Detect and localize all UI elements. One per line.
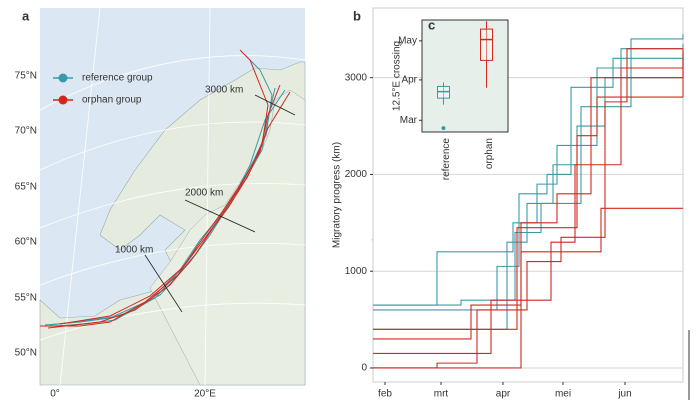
- panel-label: c: [428, 17, 435, 32]
- lon-label: 0°: [50, 389, 60, 400]
- x-tick-label: mrt: [434, 389, 449, 400]
- lat-label: 60°N: [15, 237, 37, 248]
- y-tick-label: Apr: [401, 75, 417, 86]
- inset-area: [421, 19, 509, 133]
- y-tick-label: 0: [361, 363, 367, 374]
- lat-label: 55°N: [15, 293, 37, 304]
- x-tick-label: reference: [441, 138, 452, 181]
- x-tick-label: apr: [496, 389, 511, 400]
- outlier: [441, 126, 446, 131]
- map: [39, 7, 306, 386]
- progress-line: [373, 48, 684, 311]
- distance-ticks: [144, 94, 296, 313]
- progress-line: [373, 34, 684, 306]
- y-axis-label: Migratory progress (km): [332, 142, 343, 248]
- y-tick-label: May: [398, 35, 417, 46]
- distance-label: 2000 km: [185, 188, 223, 199]
- lat-label: 65°N: [15, 182, 37, 193]
- progress-line: [373, 43, 684, 306]
- y-tick-label: 2000: [345, 169, 368, 180]
- progress-line: [373, 48, 684, 330]
- y-tick-label: Mar: [400, 115, 418, 126]
- panel-label: b: [353, 8, 361, 23]
- progress-line: [373, 48, 683, 369]
- legend-marker: [58, 95, 68, 105]
- plot-area: [372, 7, 684, 383]
- box: [480, 28, 493, 61]
- land-east: [149, 89, 306, 386]
- lat-label: 50°N: [15, 348, 37, 359]
- x-tick-label: jun: [617, 389, 631, 400]
- legend-label: reference group: [82, 73, 153, 84]
- lat-label: 70°N: [15, 126, 37, 137]
- progress-line: [373, 58, 684, 340]
- distance-label: 3000 km: [205, 85, 243, 96]
- distance-label: 1000 km: [115, 245, 153, 256]
- legend-marker: [58, 73, 68, 83]
- x-tick-label: feb: [378, 389, 392, 400]
- graticule: [39, 7, 306, 386]
- lon-label: 20°E: [194, 389, 216, 400]
- y-tick-label: 3000: [345, 72, 368, 83]
- x-tick-label: mei: [555, 389, 571, 400]
- tracks: [40, 49, 291, 329]
- y-axis-label: 12.5°E crossing: [392, 41, 403, 111]
- progress-line: [373, 53, 684, 355]
- panel-label: a: [22, 8, 30, 23]
- progress-line: [373, 207, 683, 369]
- x-tick-label: orphan: [484, 138, 495, 169]
- lat-label: 75°N: [15, 71, 37, 82]
- y-tick-label: 1000: [345, 266, 368, 277]
- legend-label: orphan group: [82, 95, 142, 106]
